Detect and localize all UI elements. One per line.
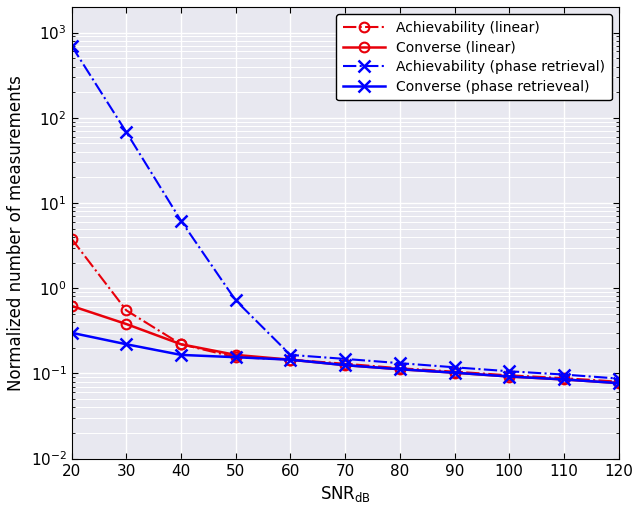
Achievability (linear) xyxy=(615,379,623,385)
Converse (phase retrieveal) xyxy=(396,366,404,373)
Line: Converse (phase retrieveal): Converse (phase retrieveal) xyxy=(66,327,624,389)
Converse (phase retrieveal) xyxy=(177,352,185,358)
Converse (linear) xyxy=(122,321,130,327)
Achievability (phase retrieval) xyxy=(177,218,185,224)
Converse (phase retrieveal) xyxy=(341,362,349,368)
Converse (phase retrieveal) xyxy=(232,354,239,360)
Achievability (linear) xyxy=(341,361,349,367)
Achievability (linear) xyxy=(68,236,76,242)
Converse (linear) xyxy=(396,366,404,373)
Legend: Achievability (linear), Converse (linear), Achievability (phase retrieval), Conv: Achievability (linear), Converse (linear… xyxy=(336,14,612,101)
Achievability (phase retrieval) xyxy=(287,352,294,358)
Achievability (linear) xyxy=(287,357,294,363)
Converse (phase retrieveal) xyxy=(287,357,294,363)
Converse (phase retrieveal) xyxy=(451,369,458,376)
Converse (linear) xyxy=(451,369,458,376)
Converse (linear) xyxy=(341,362,349,368)
Converse (phase retrieveal) xyxy=(122,341,130,347)
Achievability (linear) xyxy=(451,368,458,375)
Achievability (phase retrieval) xyxy=(341,356,349,362)
Converse (linear) xyxy=(560,377,568,383)
Achievability (phase retrieval) xyxy=(232,297,239,304)
Achievability (linear) xyxy=(506,372,513,378)
Converse (linear) xyxy=(615,380,623,386)
Converse (phase retrieveal) xyxy=(506,374,513,380)
Converse (linear) xyxy=(177,341,185,347)
Achievability (phase retrieval) xyxy=(615,376,623,382)
Converse (linear) xyxy=(287,357,294,363)
Achievability (phase retrieval) xyxy=(451,364,458,370)
Converse (phase retrieveal) xyxy=(615,380,623,386)
Achievability (linear) xyxy=(396,365,404,371)
Achievability (phase retrieval) xyxy=(122,129,130,135)
Achievability (phase retrieval) xyxy=(560,371,568,378)
Achievability (linear) xyxy=(122,307,130,313)
Achievability (phase retrieval) xyxy=(396,360,404,366)
Line: Converse (linear): Converse (linear) xyxy=(67,301,623,388)
Line: Achievability (linear): Achievability (linear) xyxy=(67,234,623,386)
X-axis label: SNR$_{\rm dB}$: SNR$_{\rm dB}$ xyxy=(320,484,371,504)
Achievability (phase retrieval) xyxy=(68,43,76,49)
Y-axis label: Normalized number of measurements: Normalized number of measurements xyxy=(7,75,25,391)
Converse (linear) xyxy=(232,352,239,358)
Converse (linear) xyxy=(68,303,76,309)
Line: Achievability (phase retrieval): Achievability (phase retrieval) xyxy=(66,40,624,384)
Converse (linear) xyxy=(506,374,513,380)
Converse (phase retrieveal) xyxy=(560,377,568,383)
Achievability (linear) xyxy=(232,354,239,360)
Achievability (linear) xyxy=(560,375,568,381)
Converse (phase retrieveal) xyxy=(68,330,76,336)
Achievability (phase retrieval) xyxy=(506,368,513,375)
Achievability (linear) xyxy=(177,341,185,347)
